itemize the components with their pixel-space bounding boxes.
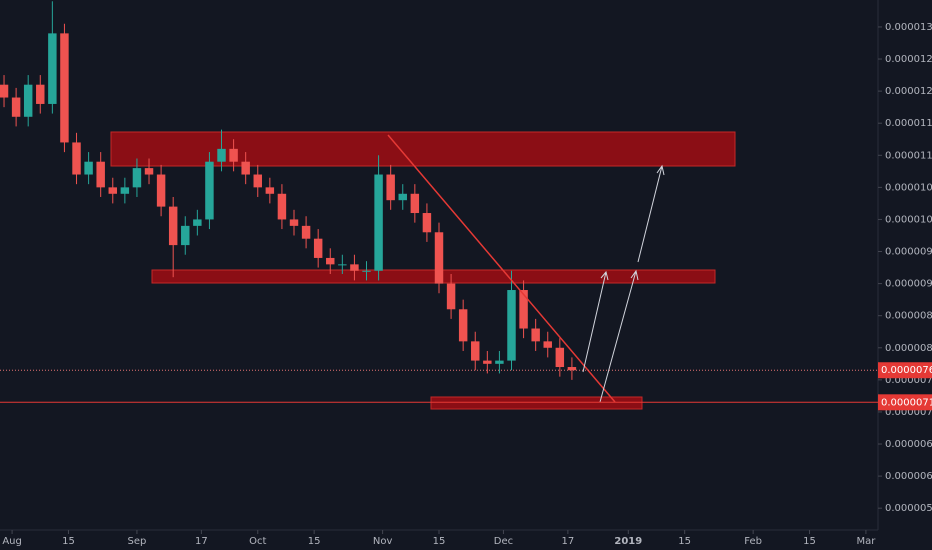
- arrow: [599, 269, 639, 403]
- candle-body: [193, 219, 202, 226]
- y-tick-label: 0.00000900: [885, 279, 932, 290]
- candle-body: [301, 225, 311, 239]
- candle-body: [362, 270, 371, 272]
- x-tick-label: 15: [803, 536, 816, 547]
- candle-body: [350, 264, 359, 271]
- y-tick-label: 0.00001250: [885, 54, 932, 65]
- price-label: 0.00000765: [881, 365, 932, 376]
- y-tick-label: 0.00001100: [885, 150, 932, 161]
- trend-line: [387, 134, 616, 403]
- candle-body: [458, 309, 468, 342]
- candle-body: [531, 328, 540, 342]
- y-tick-label: 0.00001300: [885, 22, 932, 33]
- candle-body: [11, 97, 21, 117]
- candle-body: [338, 264, 347, 266]
- y-tick-label: 0.00000850: [885, 311, 932, 322]
- y-tick-label: 0.00000550: [885, 503, 932, 514]
- marks: [0, 1, 577, 380]
- x-tick-label: Mar: [856, 536, 876, 547]
- candle-body: [410, 193, 420, 214]
- candle-body: [168, 206, 178, 246]
- candle-body: [36, 84, 45, 104]
- candle-body: [144, 168, 154, 175]
- candle-body: [386, 174, 395, 201]
- price-label-bg: [878, 394, 932, 411]
- candle-body: [23, 84, 33, 117]
- candle-body: [156, 174, 166, 207]
- x-tick-label: 2019: [614, 536, 642, 547]
- candle-body: [519, 290, 528, 329]
- candle-body: [471, 341, 480, 361]
- candle-body: [374, 174, 383, 271]
- candle-body: [108, 187, 117, 194]
- candle-body: [205, 161, 214, 220]
- arrows: [582, 164, 665, 403]
- candle-body: [241, 161, 250, 175]
- x-tick-label: 15: [678, 536, 691, 547]
- x-tick-label: 17: [195, 536, 208, 547]
- price-label: 0.00000715: [881, 397, 932, 408]
- arrow: [582, 270, 609, 373]
- x-tick-label: Oct: [249, 536, 266, 547]
- candle-body: [181, 225, 190, 246]
- candle-body: [326, 257, 335, 265]
- y-tick-label: 0.00000800: [885, 343, 932, 354]
- price-label-bg: [878, 362, 932, 379]
- candle-body: [422, 213, 432, 233]
- candle-body: [483, 360, 492, 364]
- candle-body: [277, 193, 287, 220]
- candle-body: [543, 341, 552, 348]
- candle-body: [567, 367, 577, 371]
- x-tick-label: 15: [433, 536, 446, 547]
- support-zone: [430, 396, 643, 410]
- candle-body: [555, 347, 565, 368]
- x-tick-label: 15: [308, 536, 321, 547]
- y-tick-label: 0.00000950: [885, 247, 932, 258]
- x-tick-label: 15: [62, 536, 75, 547]
- candle-body: [72, 142, 81, 175]
- candle-body: [495, 360, 504, 364]
- x-tick-label: Sep: [128, 536, 147, 547]
- candle-body: [229, 148, 238, 162]
- y-tick-label: 0.00001200: [885, 86, 932, 97]
- candle-body: [96, 161, 105, 188]
- y-tick-label: 0.00001150: [885, 118, 932, 129]
- x-tick-label: 17: [562, 536, 575, 547]
- candle-body: [48, 33, 57, 104]
- candle-body: [132, 168, 142, 188]
- x-tick-label: Nov: [373, 536, 393, 547]
- x-tick-label: Aug: [2, 536, 22, 547]
- candle-body: [60, 33, 69, 143]
- x-tick-label: Dec: [494, 536, 513, 547]
- candle-body: [289, 219, 299, 226]
- candle-body: [84, 161, 93, 175]
- y-tick-label: 0.00000700: [885, 407, 932, 418]
- y-tick-label: 0.00001050: [885, 182, 932, 193]
- resistance-zone: [110, 131, 736, 167]
- mid-zone: [151, 269, 716, 284]
- candle-body: [0, 84, 9, 98]
- candle-body: [507, 290, 516, 361]
- y-tick-label: 0.00000750: [885, 375, 932, 386]
- candle-body: [398, 193, 407, 201]
- y-tick-label: 0.00001000: [885, 214, 932, 225]
- candle-body: [253, 174, 262, 188]
- candle-body: [120, 187, 130, 194]
- arrow: [637, 164, 665, 263]
- candle-body: [313, 238, 323, 258]
- candle-body: [265, 187, 275, 194]
- y-tick-label: 0.00000600: [885, 471, 932, 482]
- candle-body: [434, 232, 444, 284]
- x-tick-label: Feb: [744, 536, 762, 547]
- y-tick-label: 0.00000650: [885, 439, 932, 450]
- candle-body: [446, 283, 456, 310]
- candle-body: [217, 148, 226, 162]
